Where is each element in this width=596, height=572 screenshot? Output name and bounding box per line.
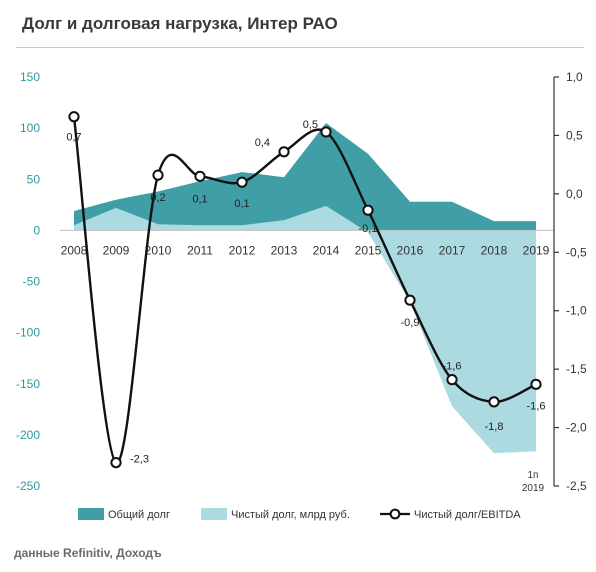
ratio-data-label: -1,6: [443, 361, 462, 373]
area-series-2: [74, 205, 536, 454]
legend-label-total-debt: Общий долг: [108, 509, 170, 521]
left-tick-label: -50: [23, 275, 41, 289]
title-divider: [16, 47, 584, 48]
data-labels: 0,7 -2,3 0,2 0,1 0,1 0,4 0,5 -0,1 -0,9 -1,6 -1,8 -1…: [66, 119, 545, 466]
ratio-data-label: 0,2: [150, 192, 165, 204]
x-tick-label: 2014: [313, 243, 340, 257]
ratio-data-label: 0,5: [303, 119, 318, 131]
x-tick-label-extra: 2019: [522, 483, 545, 494]
legend-label-net-debt: Чистый долг, млрд руб.: [231, 509, 350, 521]
source-note: данные Refinitiv, Доходъ: [14, 546, 162, 560]
right-tick-label: 0,5: [566, 128, 583, 142]
left-tick-label: 100: [20, 121, 40, 135]
left-axis: -250 -200 -150 -100 -50 0 50 100 150: [16, 70, 40, 493]
ratio-data-label: -0,1: [359, 223, 378, 235]
right-tick-label: -0,5: [566, 245, 587, 259]
ratio-line: [68, 111, 542, 469]
ratio-point: [68, 111, 80, 123]
x-tick-label-extra: 1п: [528, 470, 539, 481]
ratio-data-label: -1,8: [485, 421, 504, 433]
chart-title: Долг и долговая нагрузка, Интер РАО: [22, 14, 338, 33]
left-tick-label: 50: [27, 172, 41, 186]
ratio-data-label: -2,3: [130, 454, 149, 466]
plot-areas: [74, 123, 536, 454]
ratio-point: [446, 374, 458, 386]
legend-swatch-net-debt: [201, 508, 227, 520]
left-tick-label: -200: [16, 428, 40, 442]
area-series-1: [74, 123, 536, 231]
x-tick-label: 2018: [481, 243, 508, 257]
x-axis: 2008 2009 2010 2011 2012 2013 2014 2015 2016 2017…: [61, 243, 550, 494]
right-tick-label: -2,5: [566, 479, 587, 493]
x-tick-label: 2010: [145, 243, 172, 257]
ratio-point: [152, 169, 164, 181]
right-tick-label: -1,5: [566, 362, 587, 376]
left-tick-label: 150: [20, 70, 40, 84]
legend-marker-ratio: [389, 508, 401, 520]
right-axis: -2,5 -2,0 -1,5 -1,0 -0,5 0,0 0,5 1,0: [553, 70, 587, 493]
right-tick-label: -1,0: [566, 304, 587, 318]
x-tick-label: 2012: [229, 243, 256, 257]
ratio-point: [236, 176, 248, 188]
x-tick-label: 2009: [103, 243, 130, 257]
ratio-point: [530, 378, 542, 390]
ratio-data-label: 0,1: [192, 193, 207, 205]
ratio-data-label: 0,1: [234, 198, 249, 210]
right-tick-label: 0,0: [566, 187, 583, 201]
legend-swatch-total-debt: [78, 508, 104, 520]
x-tick-label: 2013: [271, 243, 298, 257]
left-tick-label: 0: [33, 223, 40, 237]
right-tick-label: -2,0: [566, 421, 587, 435]
ratio-point: [488, 396, 500, 408]
legend-label-ratio: Чистый долг/EBITDA: [414, 509, 521, 521]
ratio-data-label: 0,7: [66, 132, 81, 144]
ratio-point: [194, 170, 206, 182]
ratio-point: [362, 204, 374, 216]
x-tick-label: 2015: [355, 243, 382, 257]
ratio-point: [110, 457, 122, 469]
ratio-data-label: -1,6: [527, 400, 546, 412]
x-tick-label: 2008: [61, 243, 88, 257]
x-tick-label: 2011: [187, 243, 213, 257]
left-tick-label: -100: [16, 326, 40, 340]
left-tick-label: -150: [16, 377, 40, 391]
x-tick-label: 2016: [397, 243, 424, 257]
legend: Общий долг Чистый долг, млрд руб. Чистый д…: [78, 508, 521, 521]
ratio-point: [404, 294, 416, 306]
ratio-point: [278, 146, 290, 158]
right-tick-label: 1,0: [566, 70, 583, 84]
ratio-data-label: -0,9: [401, 317, 420, 329]
left-tick-label: -250: [16, 479, 40, 493]
x-tick-label: 2017: [439, 243, 466, 257]
ratio-point: [320, 126, 332, 138]
ratio-data-label: 0,4: [255, 137, 270, 149]
x-tick-label: 2019: [523, 243, 550, 257]
